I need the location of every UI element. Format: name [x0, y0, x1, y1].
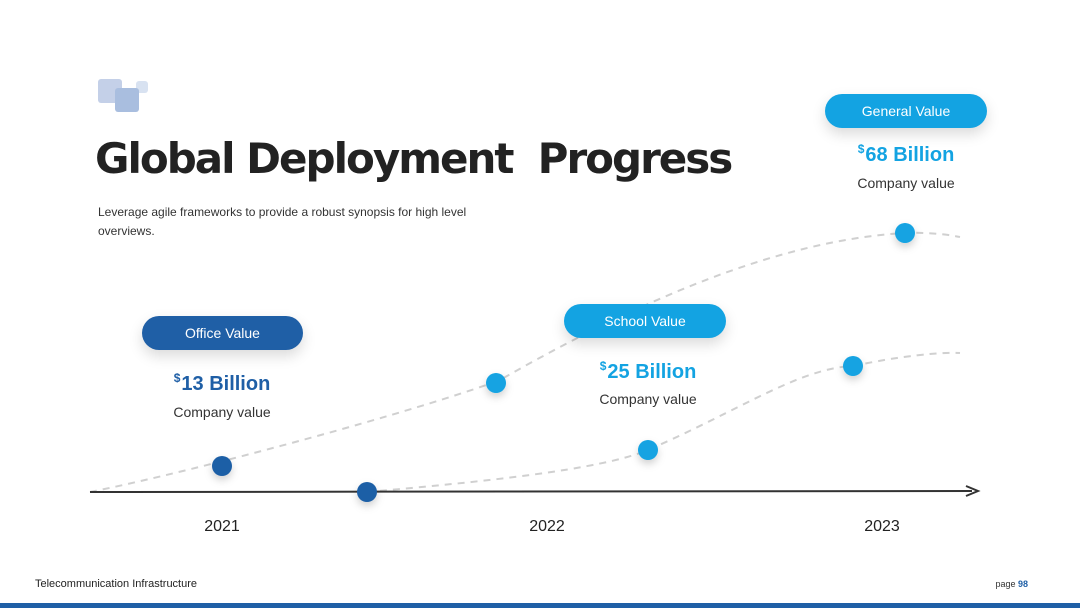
school-value-number: 25 Billion	[607, 361, 697, 383]
page-subtitle: Leverage agile frameworks to provide a r…	[98, 205, 467, 238]
year-label-2023: 2023	[864, 518, 900, 535]
office-value-label: Office Value	[185, 325, 260, 341]
office-value-amount: $13 Billion	[122, 371, 322, 396]
page-number-value: 98	[1017, 579, 1028, 589]
year-label-2021: 2021	[204, 518, 240, 535]
milestone-dot	[638, 440, 658, 460]
footer-title: Telecommunication Infrastructure	[35, 578, 198, 590]
page-number: page 98	[995, 579, 1028, 589]
general-value-caption: Company value	[857, 175, 955, 191]
office-value-pill: Office Value	[142, 316, 303, 350]
general-value-pill: General Value	[825, 94, 987, 128]
general-value-label: General Value	[861, 103, 951, 119]
footer-bar	[0, 603, 1080, 608]
milestone-dot	[895, 223, 915, 243]
milestone-dot	[486, 373, 506, 393]
general-value-currency: $	[857, 142, 865, 156]
school-value-caption: Company value	[599, 391, 697, 407]
milestone-dot	[843, 356, 863, 376]
school-value-label: School Value	[604, 313, 686, 329]
upper-dashed-curve	[89, 231, 961, 493]
timeline-arrowhead	[965, 485, 981, 497]
page-title: Global Deployment Progress	[95, 134, 733, 183]
school-value-amount: $25 Billion	[548, 359, 748, 384]
page-label: page	[995, 579, 1016, 589]
logo-square-mid	[115, 88, 139, 112]
milestone-dot	[212, 456, 232, 476]
school-value-pill: School Value	[564, 304, 726, 338]
school-value-currency: $	[599, 359, 607, 373]
logo	[98, 79, 150, 115]
office-value-number: 13 Billion	[181, 373, 271, 395]
timeline-axis	[89, 490, 973, 493]
general-value-number: 68 Billion	[865, 144, 955, 166]
logo-square-small	[136, 81, 148, 93]
office-value-caption: Company value	[173, 404, 271, 420]
year-label-2022: 2022	[529, 518, 565, 535]
office-value-currency: $	[173, 371, 181, 385]
milestone-dot	[357, 482, 377, 502]
lower-dashed-curve	[366, 351, 961, 493]
general-value-amount: $68 Billion	[806, 142, 1006, 167]
